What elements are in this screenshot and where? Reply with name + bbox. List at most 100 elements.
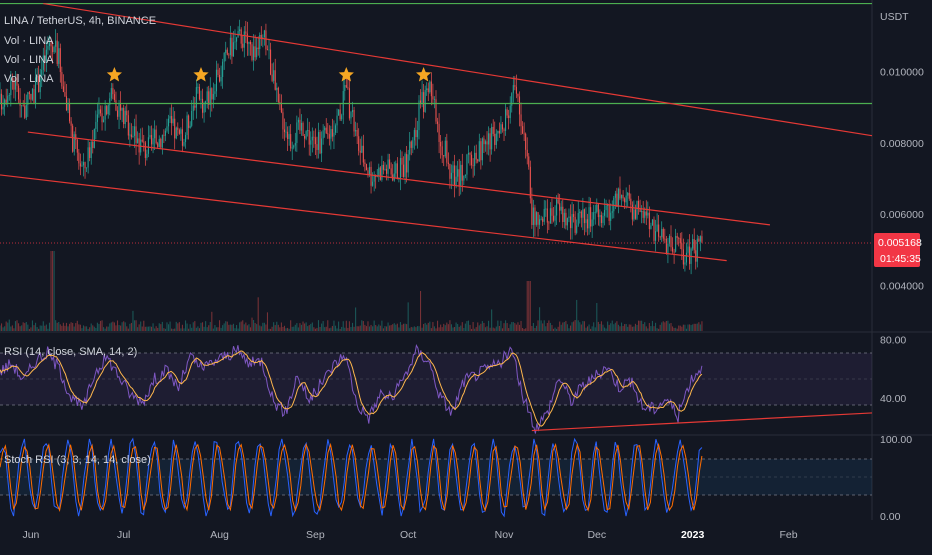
candle-body xyxy=(283,129,286,132)
candle-body xyxy=(605,205,607,210)
candle-body xyxy=(579,211,581,214)
candle-body xyxy=(56,40,58,64)
candle-body xyxy=(552,215,555,221)
volume-bar xyxy=(251,317,253,331)
candle-body xyxy=(2,106,4,110)
candle-body xyxy=(130,134,132,138)
volume-bar xyxy=(569,325,572,331)
candle-body xyxy=(266,49,269,51)
volume-bar xyxy=(433,326,435,331)
rsi-legend[interactable]: RSI (14, close, SMA, 14, 2) xyxy=(4,346,137,358)
candle-body xyxy=(245,31,247,34)
volume-bar xyxy=(107,326,109,331)
volume-bar xyxy=(424,322,426,331)
candle-body xyxy=(655,231,657,241)
candle-body xyxy=(469,153,471,155)
candle-body xyxy=(591,219,593,227)
candle-body xyxy=(659,236,661,238)
volume-bar xyxy=(305,322,307,331)
volume-bar xyxy=(495,326,497,331)
candlestick-series[interactable] xyxy=(0,19,703,275)
candle-body xyxy=(242,43,244,48)
candle-body xyxy=(463,175,465,181)
volume-bar xyxy=(35,322,37,331)
candle-body xyxy=(569,216,572,229)
candle-body xyxy=(248,41,250,44)
candle-body xyxy=(81,165,83,167)
candle-body xyxy=(288,134,290,139)
volume-bar xyxy=(41,325,43,331)
stoch-tick-label: 100.00 xyxy=(880,434,912,446)
candle-body xyxy=(101,113,103,123)
candle-body xyxy=(76,139,78,153)
trendlines[interactable] xyxy=(0,2,873,262)
volume-bar xyxy=(526,281,528,331)
candle-body xyxy=(232,42,235,57)
volume-bar xyxy=(89,327,91,331)
candle-body xyxy=(539,219,541,225)
volume-bar xyxy=(409,328,411,331)
candle-body xyxy=(367,170,369,175)
horizontal-levels[interactable] xyxy=(0,2,872,105)
candle-body xyxy=(120,103,122,111)
volume-bar xyxy=(696,323,698,331)
volume-bar xyxy=(90,323,92,331)
candle-body xyxy=(665,238,667,254)
stoch-legend[interactable]: Stoch RSI (3, 3, 14, 14, close) xyxy=(4,454,151,466)
volume-bar xyxy=(246,325,248,331)
symbol-legend[interactable]: LINA / TetherUS, 4h, BINANCE xyxy=(4,15,156,27)
candle-body xyxy=(243,31,245,48)
volume-bar xyxy=(356,326,358,331)
candle-body xyxy=(171,116,173,124)
volume-legend-1[interactable]: Vol · LINA xyxy=(4,35,54,47)
volume-bar xyxy=(338,321,340,331)
star-markers[interactable] xyxy=(106,67,432,82)
volume-bar xyxy=(508,328,510,331)
candle-body xyxy=(460,164,462,187)
volume-bar xyxy=(443,323,445,331)
volume-bar xyxy=(438,327,440,331)
candle-body xyxy=(500,124,502,134)
volume-bar xyxy=(333,320,335,331)
price-tick-label: 0.004000 xyxy=(880,281,924,293)
candle-body xyxy=(645,211,647,216)
volume-bar xyxy=(463,327,465,331)
candle-body xyxy=(107,104,109,115)
candle-body xyxy=(610,212,612,221)
candle-body xyxy=(99,109,102,114)
volume-bar xyxy=(562,322,564,331)
time-tick-label: Sep xyxy=(306,529,325,541)
time-axis[interactable]: Jun Jul Aug Sep Oct Nov Dec 2023 Feb xyxy=(22,529,797,541)
volume-legend-3[interactable]: Vol · LINA xyxy=(4,73,54,85)
volume-bar xyxy=(152,323,154,331)
volume-legend-2[interactable]: Vol · LINA xyxy=(4,54,54,66)
volume-bar xyxy=(613,324,615,331)
volume-bar xyxy=(211,311,213,331)
volume-bar xyxy=(633,326,635,331)
volume-bar xyxy=(582,321,584,331)
volume-bar xyxy=(113,322,115,331)
candle-body xyxy=(356,130,358,137)
candle-body xyxy=(611,211,613,213)
candle-body xyxy=(446,140,448,163)
candle-body xyxy=(582,209,584,218)
volume-bar xyxy=(364,324,366,331)
candle-body xyxy=(58,48,60,64)
candle-body xyxy=(13,79,15,90)
price-axis-ticks[interactable]: 0.010000 0.008000 0.006000 0.004000 xyxy=(880,66,924,292)
candle-body xyxy=(331,129,333,137)
volume-bar xyxy=(180,328,182,331)
volume-bar xyxy=(523,328,525,331)
volume-bar xyxy=(192,322,194,331)
volume-bar xyxy=(7,322,9,331)
volume-bar xyxy=(87,328,89,331)
volume-bar xyxy=(355,307,357,331)
candle-body xyxy=(695,250,697,262)
time-tick-label: 2023 xyxy=(681,529,705,541)
volume-bar xyxy=(189,324,191,331)
volume-bar xyxy=(232,323,235,331)
candle-body xyxy=(205,101,207,104)
candle-body xyxy=(412,140,414,148)
volume-bar xyxy=(237,328,239,331)
